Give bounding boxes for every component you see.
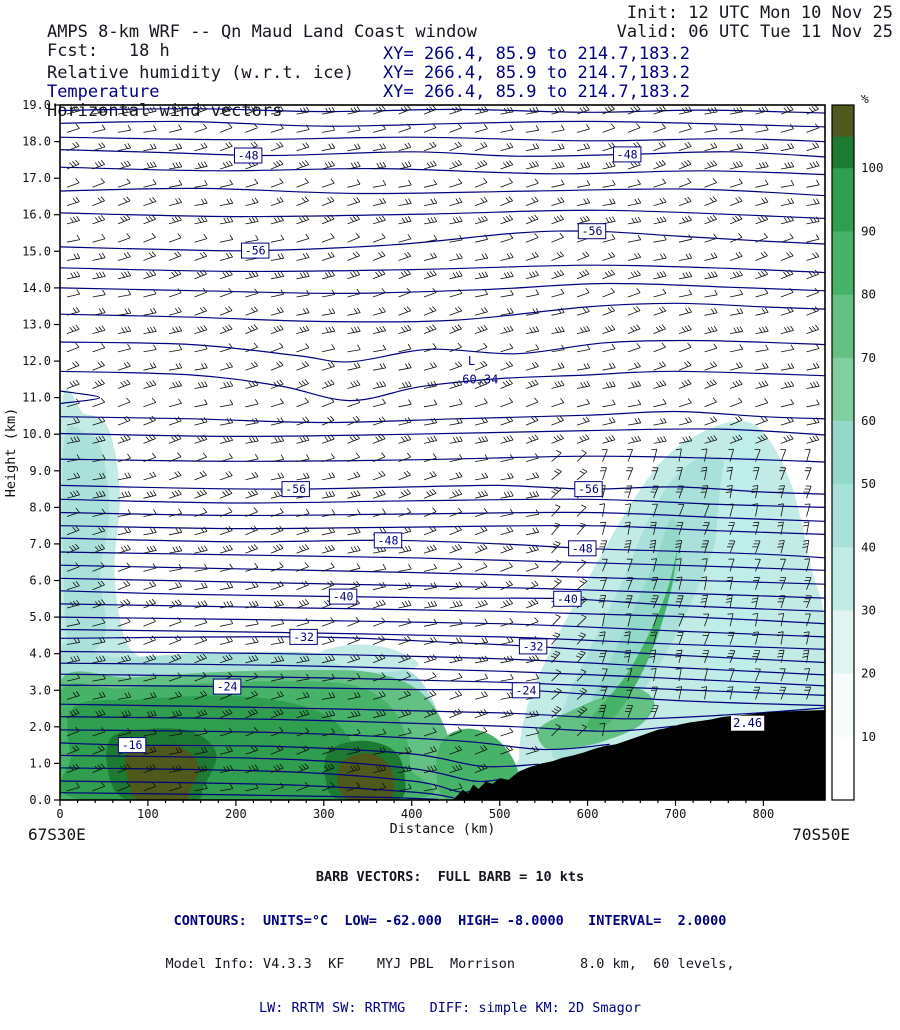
- svg-text:0.0: 0.0: [29, 793, 51, 807]
- svg-text:13.0: 13.0: [22, 318, 51, 332]
- svg-text:11.0: 11.0: [22, 391, 51, 405]
- svg-text:9.0: 9.0: [29, 464, 51, 478]
- svg-text:14.0: 14.0: [22, 281, 51, 295]
- svg-text:-56: -56: [245, 244, 266, 258]
- contour-label-layer: [117, 146, 765, 754]
- colorbar-unit-label: %: [861, 95, 869, 107]
- svg-text:15.0: 15.0: [22, 244, 51, 258]
- svg-text:600: 600: [577, 807, 599, 821]
- svg-text:500: 500: [489, 807, 511, 821]
- svg-text:-40: -40: [333, 590, 354, 604]
- terrain-silhouette: [452, 710, 825, 800]
- colorbar: [831, 104, 855, 801]
- svg-text:40: 40: [861, 539, 876, 554]
- svg-text:-32: -32: [523, 639, 544, 653]
- svg-text:50: 50: [861, 476, 876, 491]
- svg-text:L: L: [468, 354, 475, 368]
- svg-text:400: 400: [401, 807, 423, 821]
- cross-section-plot: -48 -48 -56 -56 -56 -56 -48 -48 -40 -40 -32 -32 -24 -…: [3, 95, 884, 841]
- forecast-hour: Fcst: 18 h: [46, 41, 170, 61]
- field-rh-xy: XY= 266.4, 85.9 to 214.7,183.2: [383, 44, 691, 64]
- corner-right-label: 70S50E: [792, 825, 850, 841]
- svg-text:17.0: 17.0: [22, 171, 51, 185]
- svg-text:8.0: 8.0: [29, 500, 51, 514]
- svg-text:700: 700: [665, 807, 687, 821]
- plot-title: AMPS 8-km WRF -- Qn Maud Land Coast wind…: [46, 22, 477, 42]
- svg-text:300: 300: [313, 807, 335, 821]
- svg-text:16.0: 16.0: [22, 208, 51, 222]
- svg-text:-56: -56: [285, 482, 306, 496]
- svg-text:7.0: 7.0: [29, 537, 51, 551]
- svg-text:-48: -48: [617, 147, 638, 161]
- svg-text:1.0: 1.0: [29, 756, 51, 770]
- svg-text:-48: -48: [238, 149, 259, 163]
- svg-text:3.0: 3.0: [29, 683, 51, 697]
- svg-text:10: 10: [861, 729, 876, 744]
- svg-text:-40: -40: [557, 592, 578, 606]
- field-temperature-xy: XY= 266.4, 85.9 to 214.7,183.2: [383, 63, 691, 83]
- svg-text:100: 100: [137, 807, 159, 821]
- barb-legend: BARB VECTORS: FULL BARB = 10 kts: [315, 869, 585, 885]
- svg-text:2.0: 2.0: [29, 720, 51, 734]
- humidity-fill-layer: [60, 389, 825, 800]
- svg-text:-48: -48: [572, 541, 593, 555]
- field-rh-label: Relative humidity (w.r.t. ice): [46, 63, 354, 83]
- svg-text:12.0: 12.0: [22, 354, 51, 368]
- svg-text:-24: -24: [217, 680, 238, 694]
- svg-text:18.0: 18.0: [22, 135, 51, 149]
- svg-text:4.0: 4.0: [29, 647, 51, 661]
- wind-barb-layer: [66, 105, 820, 792]
- svg-text:-56: -56: [578, 482, 599, 496]
- contour-legend: CONTOURS: UNITS=°C LOW= -62.000 HIGH= -8…: [173, 912, 727, 929]
- svg-text:5.0: 5.0: [29, 610, 51, 624]
- svg-text:2.46: 2.46: [733, 716, 762, 730]
- svg-text:-56: -56: [582, 224, 603, 238]
- svg-text:-16: -16: [122, 738, 143, 752]
- svg-text:20: 20: [861, 666, 876, 681]
- footer: BARB VECTORS: FULL BARB = 10 kts CONTOUR…: [0, 841, 900, 1030]
- corner-left-label: 67S30E: [28, 825, 86, 841]
- valid-time: Valid: 06 UTC Tue 11 Nov 25: [616, 22, 893, 42]
- field-wind-xy: XY= 266.4, 85.9 to 214.7,183.2: [383, 82, 691, 102]
- svg-text:200: 200: [225, 807, 247, 821]
- svg-text:60.34: 60.34: [462, 372, 498, 386]
- svg-text:10.0: 10.0: [22, 427, 51, 441]
- header: AMPS 8-km WRF -- Qn Maud Land Coast wind…: [6, 3, 893, 121]
- model-info: Model Info: V4.3.3 KF MYJ PBL Morrison 8…: [165, 956, 735, 972]
- field-temperature-label: Temperature: [46, 82, 160, 102]
- svg-text:100: 100: [861, 160, 884, 175]
- axes: [54, 104, 826, 806]
- init-time: Init: 12 UTC Mon 10 Nov 25: [626, 3, 893, 23]
- svg-text:80: 80: [861, 287, 876, 302]
- svg-text:0: 0: [56, 807, 63, 821]
- svg-text:6.0: 6.0: [29, 574, 51, 588]
- svg-text:Height (km): Height (km): [3, 408, 19, 497]
- svg-text:60: 60: [861, 413, 876, 428]
- svg-text:19.0: 19.0: [22, 98, 51, 112]
- svg-text:-48: -48: [378, 533, 399, 547]
- svg-text:Distance (km): Distance (km): [390, 821, 496, 837]
- svg-text:800: 800: [753, 807, 775, 821]
- svg-text:90: 90: [861, 223, 876, 238]
- physics-info: LW: RRTM SW: RRTMG DIFF: simple KM: 2D S…: [258, 999, 641, 1016]
- svg-text:30: 30: [861, 603, 876, 618]
- svg-text:-32: -32: [293, 630, 314, 644]
- svg-text:-24: -24: [516, 683, 537, 697]
- svg-text:70: 70: [861, 350, 876, 365]
